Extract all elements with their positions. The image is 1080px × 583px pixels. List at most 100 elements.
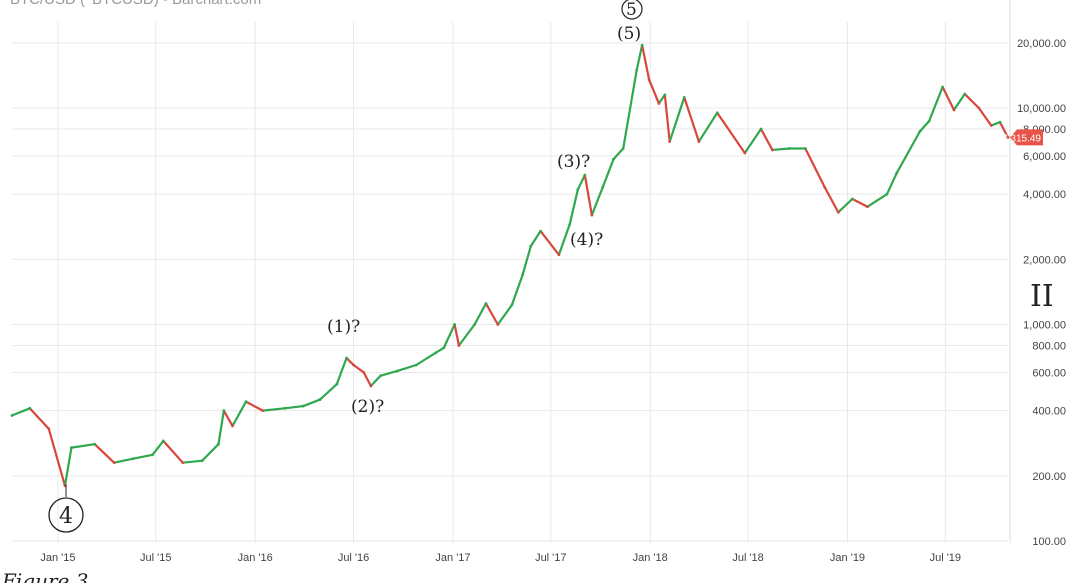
price-point bbox=[952, 108, 956, 112]
price-point bbox=[1006, 135, 1010, 139]
price-point bbox=[640, 43, 644, 47]
x-tick-label: Jul '17 bbox=[535, 552, 566, 564]
price-segment bbox=[885, 172, 898, 196]
price-segment bbox=[895, 130, 922, 175]
price-tag-label: 7,315.49 bbox=[1002, 133, 1041, 144]
price-point bbox=[10, 414, 14, 417]
price-segment bbox=[302, 398, 322, 408]
price-segment bbox=[217, 409, 225, 446]
price-segment bbox=[743, 127, 763, 155]
price-point bbox=[823, 185, 827, 189]
price-segment bbox=[362, 371, 372, 388]
price-segment bbox=[434, 346, 445, 354]
x-tick-label: Jul '19 bbox=[930, 552, 961, 564]
price-segment bbox=[283, 404, 305, 410]
wave-3-label: (3)? bbox=[557, 152, 590, 172]
price-segment bbox=[583, 173, 593, 217]
price-segment bbox=[93, 443, 116, 464]
roman-two-label: II bbox=[1030, 279, 1054, 314]
price-segment bbox=[952, 92, 966, 111]
price-segment bbox=[484, 302, 499, 326]
x-tick-label: Jul '16 bbox=[338, 552, 369, 564]
price-segment bbox=[590, 186, 604, 217]
price-point bbox=[161, 439, 165, 443]
price-point bbox=[918, 129, 922, 133]
price-segment bbox=[998, 121, 1010, 139]
x-tick-label: Jan '15 bbox=[40, 552, 75, 564]
price-segment bbox=[521, 245, 532, 276]
price-point bbox=[715, 111, 719, 115]
price-segment bbox=[162, 439, 184, 464]
price-point bbox=[151, 453, 154, 457]
price-point bbox=[335, 382, 339, 386]
price-point bbox=[850, 197, 854, 201]
price-segment bbox=[396, 363, 418, 373]
price-point bbox=[70, 446, 73, 450]
price-segment bbox=[352, 363, 365, 374]
price-point bbox=[379, 374, 382, 378]
price-point bbox=[28, 406, 32, 410]
price-point bbox=[663, 93, 667, 97]
price-segment bbox=[10, 407, 31, 417]
x-tick-label: Jan '18 bbox=[633, 552, 668, 564]
price-point bbox=[261, 409, 265, 413]
price-point bbox=[601, 185, 605, 189]
price-point bbox=[529, 244, 533, 248]
price-point bbox=[345, 356, 348, 360]
price-segment bbox=[63, 446, 73, 487]
price-point bbox=[635, 68, 639, 72]
x-tick-label: Jan '19 bbox=[830, 552, 865, 564]
wave-5-circle bbox=[621, 0, 643, 20]
price-point bbox=[770, 148, 774, 152]
price-segment bbox=[612, 147, 625, 161]
price-segment bbox=[977, 106, 993, 127]
price-point bbox=[496, 323, 500, 326]
annotations: (1)? (2)? (3)? (4)? (5) 5 4 II Figure 3 bbox=[1, 0, 1054, 583]
price-segment bbox=[261, 407, 287, 412]
price-point bbox=[977, 106, 981, 110]
price-point bbox=[510, 303, 514, 307]
y-tick-label: 800.00 bbox=[1032, 340, 1066, 352]
price-segment bbox=[683, 96, 700, 143]
price-point bbox=[612, 157, 615, 161]
price-point bbox=[47, 427, 51, 431]
price-segment bbox=[457, 323, 476, 347]
price-point bbox=[231, 424, 234, 428]
price-segment bbox=[496, 303, 513, 326]
price-point bbox=[895, 171, 899, 175]
price-point bbox=[283, 406, 287, 410]
price-segment bbox=[851, 197, 869, 208]
price-segment bbox=[415, 351, 437, 367]
price-segment bbox=[576, 173, 586, 191]
price-segment bbox=[181, 459, 204, 464]
price-segment bbox=[539, 230, 561, 256]
price-point bbox=[885, 192, 889, 196]
circled-4-label: 4 bbox=[59, 504, 73, 529]
price-point bbox=[989, 124, 993, 127]
x-tick-label: Jan '17 bbox=[435, 552, 470, 564]
price-segment bbox=[345, 356, 355, 367]
price-point bbox=[568, 222, 572, 226]
last-price-tag: 7,315.49 bbox=[1002, 129, 1043, 146]
y-tick-label: 100.00 bbox=[1032, 536, 1066, 548]
circled-5-label: 5 bbox=[626, 0, 637, 20]
price-segment bbox=[201, 443, 220, 462]
price-point bbox=[434, 351, 438, 355]
price-point bbox=[803, 147, 807, 150]
x-tick-label: Jan '16 bbox=[238, 552, 273, 564]
price-tag-box bbox=[1010, 129, 1043, 146]
price-segment bbox=[601, 158, 615, 189]
price-point bbox=[222, 409, 226, 413]
price-point bbox=[93, 442, 97, 446]
price-segment bbox=[47, 427, 67, 487]
price-point bbox=[200, 459, 204, 463]
price-segment bbox=[918, 119, 931, 133]
price-segment bbox=[635, 44, 644, 71]
price-point bbox=[927, 119, 931, 123]
price-point bbox=[583, 173, 587, 177]
price-point bbox=[131, 457, 135, 461]
price-segment bbox=[963, 92, 980, 110]
price-point bbox=[647, 78, 651, 82]
price-point bbox=[682, 95, 686, 99]
price-point bbox=[657, 102, 661, 105]
